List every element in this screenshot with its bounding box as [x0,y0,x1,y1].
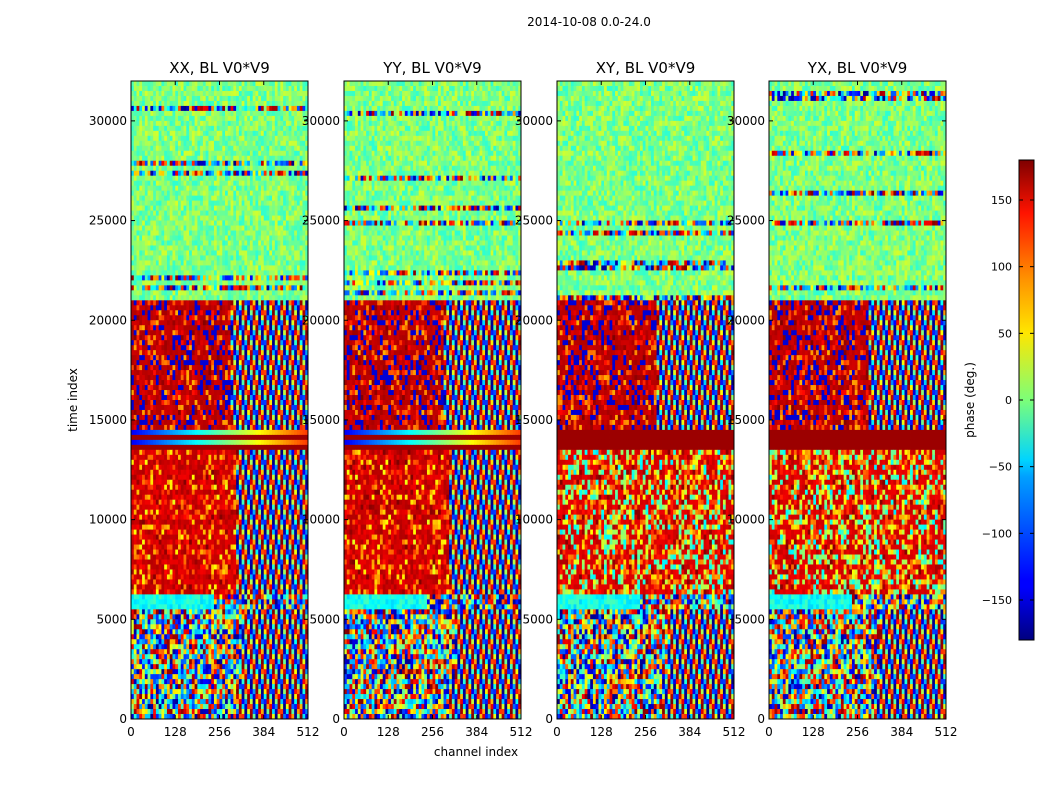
panel-yy-image [344,81,521,719]
panel-title: XX, BL V0*V9 [169,59,270,77]
y-tick-label: 0 [332,712,340,726]
y-tick-label: 0 [757,712,765,726]
y-tick-label: 25000 [302,214,340,228]
x-tick-label: 128 [377,725,400,739]
panel-xx-image [131,81,308,719]
colorbar-tick-label: 150 [991,194,1012,207]
colorbar-tick-label: 50 [998,327,1012,340]
x-tick-label: 256 [208,725,231,739]
x-tick-label: 384 [678,725,701,739]
colorbar-tick-label: −100 [982,527,1012,540]
x-tick-label: 512 [935,725,958,739]
panel-yy: YY, BL V0*V9 0 128 256 384 512 0 5000 10000 15000… [302,59,533,739]
x-tick-label: 512 [297,725,320,739]
y-tick-label: 20000 [515,313,553,327]
y-tick-label: 30000 [89,114,127,128]
colorbar-tick-label: 0 [1005,394,1012,407]
y-tick-label: 15000 [727,413,765,427]
x-tick-label: 128 [590,725,613,739]
colorbar-tick-label: −150 [982,594,1012,607]
y-tick-label: 10000 [89,513,127,527]
y-tick-label: 25000 [727,214,765,228]
x-tick-label: 0 [340,725,348,739]
panel-title: YX, BL V0*V9 [807,59,908,77]
figure-suptitle: 2014-10-08 0.0-24.0 [527,15,651,29]
y-tick-label: 5000 [734,612,765,626]
y-axis-label: time index [66,368,80,432]
y-tick-label: 15000 [515,413,553,427]
y-tick-label: 0 [545,712,553,726]
y-tick-label: 30000 [515,114,553,128]
colorbar-tick-label: −50 [989,461,1012,474]
x-axis-label: channel index [434,745,518,759]
panel-yx: YX, BL V0*V9 0 128 256 384 512 0 5000 10000 15000… [727,59,958,739]
x-tick-label: 512 [510,725,533,739]
y-tick-label: 15000 [302,413,340,427]
y-tick-label: 5000 [309,612,340,626]
y-tick-label: 5000 [522,612,553,626]
x-tick-label: 256 [634,725,657,739]
colorbar-label: phase (deg.) [963,362,977,438]
y-tick-label: 25000 [89,214,127,228]
y-tick-label: 25000 [515,214,553,228]
panel-title: XY, BL V0*V9 [596,59,696,77]
x-tick-label: 384 [252,725,275,739]
y-tick-label: 30000 [302,114,340,128]
x-tick-label: 256 [846,725,869,739]
panels-group: XX, BL V0*V9 0 128 256 384 512 0 5000 10000 15000… [89,59,958,739]
x-tick-label: 0 [127,725,135,739]
x-tick-label: 256 [421,725,444,739]
x-tick-label: 0 [765,725,773,739]
colorbar-tick-label: 100 [991,261,1012,274]
x-tick-label: 384 [890,725,913,739]
panel-xy-image [557,81,734,719]
y-tick-label: 20000 [727,313,765,327]
y-tick-label: 10000 [727,513,765,527]
x-tick-label: 128 [164,725,187,739]
y-tick-label: 20000 [89,313,127,327]
x-tick-label: 128 [802,725,825,739]
panel-xx: XX, BL V0*V9 0 128 256 384 512 0 5000 10000 15000… [89,59,320,739]
panel-yx-image [769,81,946,719]
y-tick-label: 0 [119,712,127,726]
y-tick-label: 10000 [515,513,553,527]
x-tick-label: 384 [465,725,488,739]
panel-title: YY, BL V0*V9 [382,59,481,77]
panel-xy: XY, BL V0*V9 0 128 256 384 512 0 5000 10000 15000… [515,59,746,739]
y-tick-label: 5000 [96,612,127,626]
x-tick-label: 0 [553,725,561,739]
colorbar: 150 100 50 0 −50 −100 −150 phase (deg.) [963,159,1035,641]
y-tick-label: 20000 [302,313,340,327]
x-tick-label: 512 [723,725,746,739]
y-tick-label: 15000 [89,413,127,427]
y-tick-label: 30000 [727,114,765,128]
y-tick-label: 10000 [302,513,340,527]
colorbar-ticks: 150 100 50 0 −50 −100 −150 [982,194,1034,607]
